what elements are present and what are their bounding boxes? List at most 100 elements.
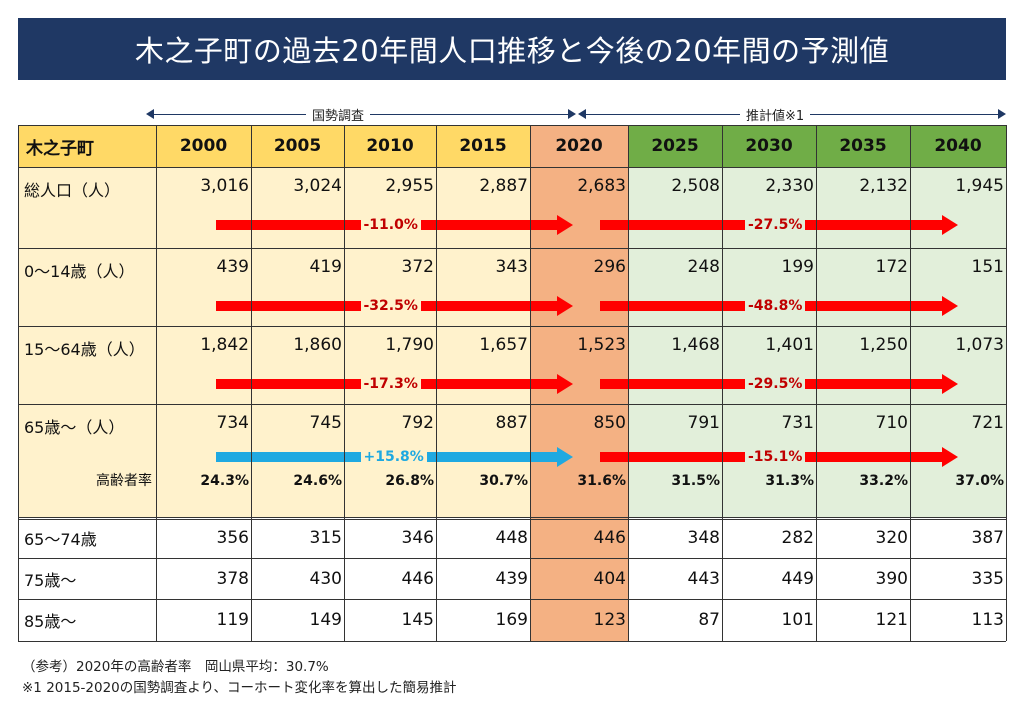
census-span: 国勢調査 [146,105,576,124]
year-header-2020: 2020 [555,136,603,156]
change-arrow-future-label: -29.5% [745,374,806,394]
header-bg [722,125,816,167]
value-cell: 446 [401,568,434,589]
subrow-label: 85歳～ [24,612,77,631]
change-arrow-past-label: -17.3% [360,374,421,394]
change-arrow-future-label: -27.5% [745,215,806,235]
population-table: 木之子町 2000 2005 2010 2015 2020 2025 2030 2035 2040… [18,125,1007,642]
value-cell: 372 [401,257,434,277]
value-cell: 145 [401,610,434,630]
row-label: 0～14歳（人） [24,262,135,281]
value-cell: 169 [495,610,528,630]
value-cell: 113 [971,610,1004,630]
value-cell: 1,842 [200,335,249,355]
value-cell: 850 [593,413,626,433]
value-cell: 734 [216,413,249,433]
value-cell: 1,468 [671,335,720,355]
header-bg [910,125,1006,167]
row-divider [18,558,1006,559]
value-cell: 1,657 [479,335,528,355]
row-divider [18,248,1006,249]
column-divider [156,125,157,641]
change-arrow-past-label: -11.0% [360,215,421,235]
value-cell: 446 [593,527,626,548]
estimate-span-label: 推計値※1 [740,105,811,124]
aging-rate-cell: 24.3% [200,473,249,489]
value-cell: 745 [309,413,342,433]
value-cell: 2,508 [671,176,720,196]
value-cell: 378 [216,568,249,589]
value-cell: 315 [309,527,342,548]
value-cell: 731 [781,413,814,433]
value-cell: 296 [593,257,626,277]
value-cell: 792 [401,413,434,433]
value-cell: 149 [309,610,342,630]
value-cell: 123 [593,610,626,630]
change-arrow-future-label: -48.8% [745,296,806,316]
value-cell: 387 [971,527,1004,548]
value-cell: 87 [698,610,720,630]
change-arrow-future-label: -15.1% [745,447,806,467]
value-cell: 2,132 [859,176,908,196]
aging-rate-cell: 31.6% [577,473,626,489]
header-bg [816,125,910,167]
value-cell: 791 [687,413,720,433]
estimate-span: 推計値※1 [578,105,1006,124]
header-bg [251,125,344,167]
value-cell: 449 [781,568,814,589]
subrow-label: 65～74歳 [24,529,97,549]
row-divider [18,404,1006,405]
page-title: 木之子町の過去20年間人口推移と今後の20年間の予測値 [18,18,1006,80]
header-bg [530,125,628,167]
value-cell: 1,790 [385,335,434,355]
row-label: 65歳～（人） [24,418,125,437]
year-header-2005: 2005 [273,136,322,156]
row-divider [18,517,1006,520]
value-cell: 430 [309,568,342,589]
year-header-2035: 2035 [839,136,887,156]
header-bg [344,125,436,167]
value-cell: 2,887 [479,176,528,196]
value-cell: 121 [875,610,908,630]
column-divider [344,125,345,641]
column-divider [910,125,911,641]
year-header-2010: 2010 [366,136,414,156]
row-divider [18,641,1006,642]
corner-label: 木之子町 [26,138,94,159]
column-divider [251,125,252,641]
aging-rate-cell: 31.3% [765,473,814,489]
value-cell: 282 [781,527,814,548]
year-header-2025: 2025 [651,136,699,156]
value-cell: 248 [687,257,720,277]
header-bg [18,125,156,167]
header-bg [436,125,530,167]
value-cell: 721 [971,413,1004,433]
aging-rate-cell: 24.6% [293,473,342,489]
value-cell: 101 [781,610,814,630]
value-cell: 710 [875,413,908,433]
column-divider [436,125,437,641]
row-label: 総人口（人） [24,181,121,200]
aging-rate-cell: 31.5% [671,473,720,489]
value-cell: 404 [593,568,626,589]
column-divider [18,125,19,641]
span-right-arrow-icon [568,109,576,119]
column-bg [18,167,156,517]
row-divider [18,326,1006,327]
footnote-reference: （参考）2020年の高齢者率 岡山県平均：30.7% [22,659,329,675]
census-span-label: 国勢調査 [306,105,371,124]
value-cell: 199 [781,257,814,277]
row-divider [18,599,1006,600]
value-cell: 1,860 [293,335,342,355]
aging-rate-cell: 30.7% [479,473,528,489]
column-divider [530,125,531,641]
value-cell: 1,073 [955,335,1004,355]
value-cell: 1,250 [859,335,908,355]
change-arrow-past-label: -32.5% [360,296,421,316]
aging-rate-cell: 26.8% [385,473,434,489]
column-divider [816,125,817,641]
value-cell: 335 [971,568,1004,589]
year-header-2015: 2015 [459,136,507,156]
aging-rate-cell: 33.2% [859,473,908,489]
value-cell: 2,955 [385,176,434,196]
